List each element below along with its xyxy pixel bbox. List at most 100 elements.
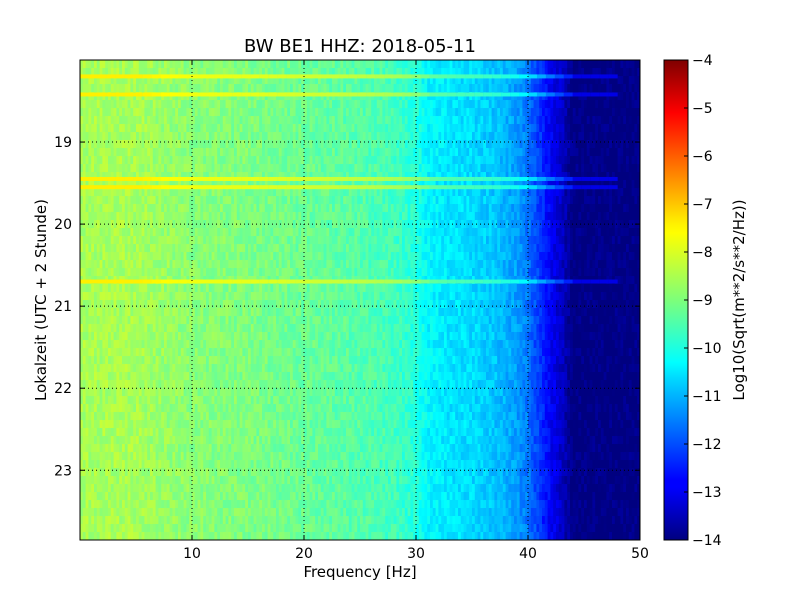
heatmap-cell	[105, 444, 109, 453]
heatmap-cell	[304, 164, 308, 173]
heatmap-cell	[281, 308, 285, 317]
heatmap-cell	[133, 100, 137, 109]
heatmap-cell	[214, 340, 218, 349]
heatmap-cell	[96, 500, 101, 509]
heatmap-cell	[284, 452, 288, 461]
heatmap-cell	[161, 316, 165, 325]
heatmap-cell	[108, 524, 112, 533]
heatmap-cell	[91, 348, 95, 357]
heatmap-cell	[161, 252, 165, 261]
heatmap-cell	[264, 100, 269, 109]
heatmap-cell	[239, 236, 243, 245]
heatmap-cell	[206, 60, 210, 69]
heatmap-cell	[220, 420, 224, 429]
heatmap-cell	[130, 308, 134, 317]
heatmap-cell	[276, 116, 280, 125]
heatmap-cell	[278, 164, 283, 173]
heatmap-cell	[80, 76, 84, 85]
heatmap-cell	[234, 60, 238, 69]
heatmap-cell	[158, 76, 162, 85]
heatmap-cell	[222, 284, 227, 293]
heatmap-cell	[276, 172, 280, 181]
heatmap-cell	[197, 212, 201, 221]
heatmap-cell	[203, 300, 207, 309]
heatmap-cell	[152, 356, 157, 365]
heatmap-cell	[99, 300, 103, 309]
heatmap-cell	[298, 252, 302, 261]
heatmap-cell	[248, 468, 252, 477]
heatmap-cell	[306, 76, 311, 85]
heatmap-cell	[141, 300, 145, 309]
heatmap-cell	[231, 204, 235, 213]
heatmap-cell	[192, 132, 196, 141]
heatmap-cell	[158, 444, 162, 453]
heatmap-cell	[158, 364, 162, 373]
heatmap-cell	[178, 244, 182, 253]
heatmap-cell	[122, 372, 126, 381]
heatmap-cell	[102, 404, 106, 413]
heatmap-cell	[287, 516, 291, 525]
heatmap-cell	[287, 412, 291, 421]
heatmap-cell	[166, 180, 171, 189]
heatmap-cell	[306, 60, 311, 69]
heatmap-cell	[203, 204, 207, 213]
heatmap-cell	[80, 420, 84, 429]
heatmap-cell	[306, 380, 311, 389]
heatmap-cell	[164, 356, 168, 365]
heatmap-cell	[239, 164, 243, 173]
heatmap-cell	[284, 316, 288, 325]
heatmap-cell	[200, 236, 204, 245]
heatmap-cell	[301, 148, 305, 157]
heatmap-cell	[136, 492, 140, 501]
heatmap-cell	[242, 260, 246, 269]
heatmap-cell	[253, 468, 257, 477]
heatmap-cell	[102, 212, 106, 221]
heatmap-cell	[113, 476, 117, 485]
heatmap-cell	[88, 116, 92, 125]
heatmap-cell	[220, 220, 224, 229]
heatmap-cell	[292, 332, 297, 341]
heatmap-cell	[276, 380, 280, 389]
heatmap-cell	[172, 76, 176, 85]
heatmap-cell	[278, 84, 283, 93]
heatmap-cell	[259, 164, 263, 173]
heatmap-cell	[211, 188, 215, 197]
heatmap-cell	[105, 260, 109, 269]
heatmap-cell	[85, 468, 89, 477]
heatmap-cell	[278, 420, 283, 429]
heatmap-cell	[105, 388, 109, 397]
heatmap-cell	[242, 372, 246, 381]
heatmap-cell	[178, 260, 182, 269]
heatmap-cell	[253, 452, 257, 461]
heatmap-cell	[96, 388, 101, 397]
heatmap-cell	[242, 500, 246, 509]
heatmap-cell	[290, 404, 294, 413]
heatmap-cell	[262, 332, 266, 341]
heatmap-cell	[113, 108, 117, 117]
heatmap-cell	[228, 508, 232, 517]
heatmap-cell	[281, 132, 285, 141]
heatmap-cell	[200, 132, 204, 141]
heatmap-cell	[130, 68, 134, 77]
heatmap-cell	[248, 228, 252, 237]
heatmap-cell	[175, 148, 179, 157]
heatmap-cell	[248, 340, 252, 349]
heatmap-cell	[284, 372, 288, 381]
heatmap-cell	[166, 492, 171, 501]
heatmap-cell	[164, 364, 168, 373]
heatmap-cell	[175, 292, 179, 301]
heatmap-cell	[217, 372, 221, 381]
heatmap-cell	[138, 348, 143, 357]
heatmap-cell	[211, 532, 215, 540]
heatmap-cell	[253, 108, 257, 117]
heatmap-cell	[94, 348, 98, 357]
heatmap-cell	[147, 164, 151, 173]
heatmap-cell	[127, 484, 131, 493]
heatmap-cell	[298, 356, 302, 365]
heatmap-cell	[290, 476, 294, 485]
heatmap-cell	[211, 340, 215, 349]
heatmap-cell	[91, 388, 95, 397]
heatmap-cell	[186, 252, 190, 261]
heatmap-cell	[183, 364, 187, 373]
heatmap-cell	[253, 308, 257, 317]
